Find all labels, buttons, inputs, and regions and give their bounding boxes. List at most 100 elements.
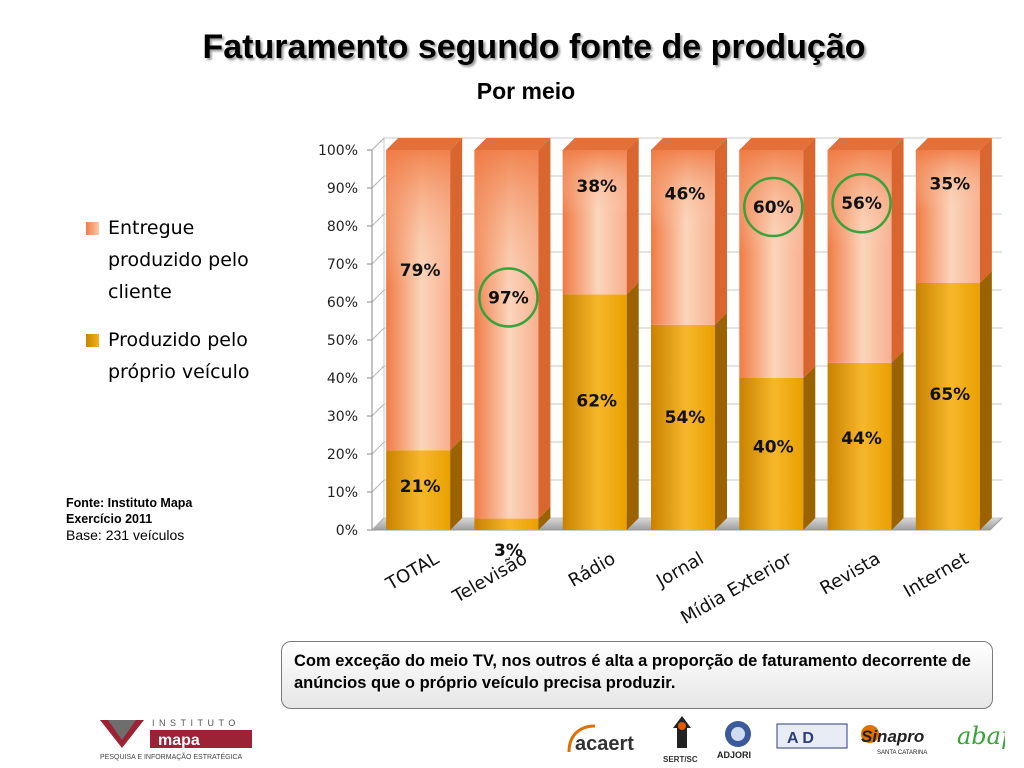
data-label-lower: 21%: [400, 477, 441, 497]
y-tick-label: 20%: [327, 447, 358, 463]
sinapro-logo-text: Sinapro: [861, 727, 924, 746]
bar-upper-side: [891, 138, 904, 363]
bar-upper-shade: [739, 150, 804, 378]
data-label-upper: 35%: [930, 174, 971, 194]
bar-lower-front: [915, 283, 980, 530]
bar-lower-front: [651, 324, 715, 530]
data-label-lower: 44%: [841, 429, 882, 449]
legend-item-veiculo: Produzido pelo próprio veículo: [86, 324, 286, 388]
legend-swatch-light: [86, 222, 99, 235]
ad-logo-text: A D: [787, 730, 814, 747]
bar-group: 65% 35% Internet: [900, 138, 992, 602]
instituto-mapa-logo: INSTITUTO mapa PESQUISA E INFORMAÇÃO EST…: [100, 718, 252, 761]
bar-group: 62% 38% Rádio: [562, 138, 639, 592]
data-label-lower: 62%: [576, 391, 617, 411]
bar-lower-front: [474, 518, 539, 530]
gridline-depth: [371, 213, 385, 227]
gridline-depth: [371, 365, 385, 379]
acaert-logo-text: acaert: [575, 733, 634, 755]
bar-lower-side: [626, 282, 639, 530]
bar-upper-shade: [562, 150, 627, 295]
chart-subtitle: Por meio: [476, 78, 576, 104]
bar-lower-front: [562, 294, 627, 530]
acaert-logo: acaert: [567, 724, 634, 755]
bar-top: [739, 138, 816, 150]
bar-upper-side: [715, 138, 727, 325]
sinapro-logo-sub: SANTA CATARINA: [877, 750, 927, 756]
gridline-depth: [371, 517, 385, 531]
source-line: Exercício 2011: [66, 512, 153, 526]
bar-upper-shade: [915, 150, 980, 283]
legend-label-line: produzido pelo: [108, 249, 249, 271]
y-tick-label: 10%: [327, 485, 358, 501]
gridline-depth: [371, 441, 385, 455]
x-category-label: Televisão: [448, 548, 531, 608]
bar-lower-side: [891, 350, 904, 530]
y-tick-label: 0%: [336, 523, 358, 539]
data-label-lower: 54%: [665, 408, 706, 428]
bar-group: 21% 79% TOTAL: [382, 138, 463, 595]
mapa-logo-name: mapa: [158, 732, 200, 749]
mapa-logo-top: INSTITUTO: [152, 718, 240, 728]
bar-top: [827, 138, 904, 150]
data-label-lower: 40%: [753, 437, 794, 457]
source-line: Fonte: Instituto Mapa: [66, 496, 193, 510]
bar-top: [651, 138, 727, 150]
ad-logo: A D: [776, 723, 848, 749]
partner-logos: acaert SERT/SC ADJORI A D Sinapro SANTA …: [567, 714, 1005, 764]
bar-group: 54% 46% Jornal: [651, 138, 727, 592]
bar-top: [386, 138, 463, 150]
y-tick-label: 70%: [327, 257, 358, 273]
data-label-upper: 60%: [753, 198, 794, 218]
data-label-lower: 65%: [930, 385, 971, 405]
bar-lower-side: [979, 271, 992, 530]
adjori-logo-text: ADJORI: [717, 750, 751, 760]
gridline-depth: [371, 479, 385, 493]
bar-group: 44% 56% Revista: [816, 138, 904, 599]
sert-logo-text: SERT/SC: [663, 755, 698, 764]
gridline-depth: [371, 327, 385, 341]
gridline-depth: [371, 137, 385, 151]
x-category-label: Jornal: [652, 548, 707, 592]
gridline-depth: [371, 175, 385, 189]
legend-swatch-dark: [86, 334, 99, 347]
bar-top: [474, 138, 551, 150]
bar-upper-side: [979, 138, 992, 283]
data-label-upper: 79%: [400, 261, 441, 281]
legend-item-cliente: Entregue produzido pelo cliente: [86, 212, 286, 308]
bar-lower-side: [450, 438, 463, 530]
data-label-lower: 3%: [494, 541, 523, 561]
gridline-depth: [371, 289, 385, 303]
highlight-circle: [743, 176, 804, 238]
bar-top: [562, 138, 639, 150]
bar-upper-shade: [474, 150, 539, 519]
bar-lower-front: [827, 362, 892, 530]
bar-top: [915, 138, 992, 150]
gridline-depth: [371, 403, 385, 417]
bar-upper-side: [626, 138, 639, 295]
legend-label-line: Produzido pelo: [108, 329, 248, 351]
y-tick-label: 40%: [327, 371, 358, 387]
adjori-logo: ADJORI: [717, 721, 751, 760]
bar-lower-side: [803, 366, 816, 530]
data-label-upper: 56%: [841, 194, 882, 214]
x-category-label: TOTAL: [382, 548, 443, 595]
bar-lower-side: [715, 312, 727, 530]
chart-title: Faturamento segundo fonte de produção: [202, 28, 866, 66]
mapa-logo-tagline: PESQUISA E INFORMAÇÃO ESTRATÉGICA: [100, 752, 243, 761]
y-tick-label: 60%: [327, 295, 358, 311]
stacked-bar-chart: 0% 10% 20% 30% 40% 50% 60% 70% 80% 90% 100% 21% 79% T…: [318, 136, 1004, 629]
highlight-circle: [831, 172, 892, 234]
legend-label-line: Entregue: [108, 217, 195, 239]
data-label-upper: 38%: [576, 177, 617, 197]
bar-group: 3% 97% Televisão: [448, 138, 551, 608]
x-category-label: Internet: [900, 548, 972, 602]
legend-label-line: próprio veículo: [108, 361, 250, 383]
bar-lower-front: [739, 378, 804, 530]
y-tick-label: 100%: [318, 143, 358, 159]
bar-lower-front: [386, 450, 451, 530]
conclusion-note: Com exceção do meio TV, nos outros é alt…: [281, 641, 993, 709]
legend-label-line: cliente: [108, 281, 172, 303]
data-label-upper: 46%: [665, 185, 706, 205]
y-tick-label: 80%: [327, 219, 358, 235]
